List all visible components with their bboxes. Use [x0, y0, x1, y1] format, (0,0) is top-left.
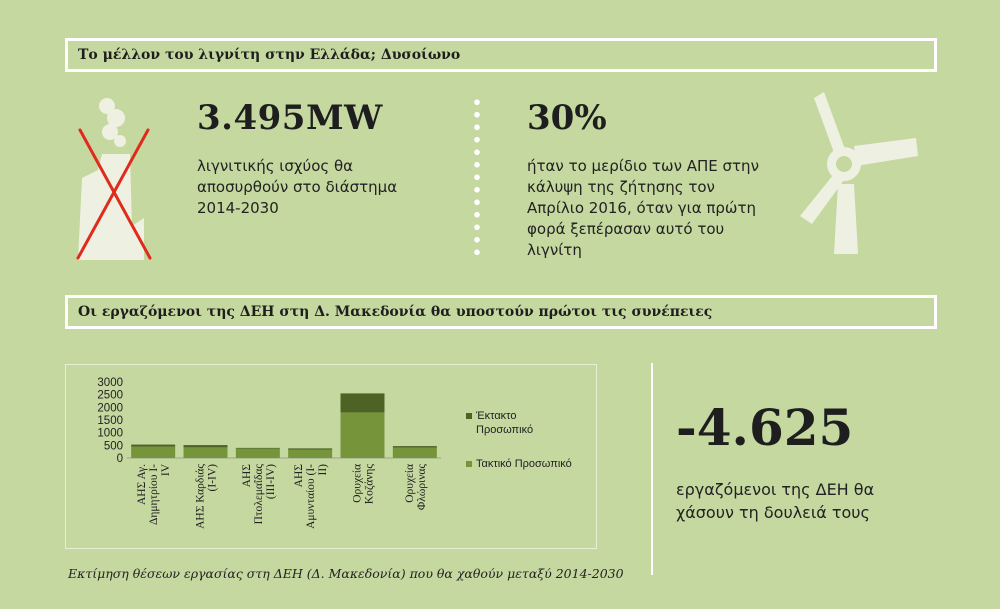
bar-permanent: [340, 412, 385, 458]
bar-temporary: [340, 393, 385, 413]
x-tick-label: ΑΗΣ Αγ.Δημητρίου Ι-IV: [136, 463, 172, 525]
bar-permanent: [392, 447, 437, 458]
bar-permanent: [183, 447, 228, 458]
vertical-divider: [651, 363, 653, 575]
bar-temporary: [288, 448, 333, 450]
red-cross-icon: [76, 128, 152, 260]
y-tick-label: 1500: [97, 415, 123, 427]
bar-temporary: [392, 446, 437, 448]
res-share-description: ήταν το μερίδιο των ΑΠΕ στην κάλυψη της …: [527, 157, 759, 259]
bar-temporary: [183, 445, 228, 448]
bar-temporary: [131, 444, 176, 447]
y-tick-label: 0: [117, 453, 123, 465]
x-tick-label: ΟρυχείαΚοζάνης: [352, 464, 376, 505]
bar-permanent: [235, 448, 280, 458]
y-tick-label: 1000: [97, 428, 123, 440]
x-tick-label: ΑΗΣΑμυνταίου (Ι-ΙΙ): [293, 464, 329, 529]
middle-banner-title: Οι εργαζόμενοι της ΔΕΗ στη Δ. Μακεδονία …: [78, 304, 713, 320]
bar-permanent: [131, 446, 176, 458]
chart-caption: Εκτίμηση θέσεων εργασίας στη ΔΕΗ (Δ. Μακ…: [68, 566, 624, 581]
legend-swatch-permanent: [466, 461, 472, 467]
res-share-value: 30%: [527, 98, 607, 138]
bar-permanent: [288, 449, 333, 458]
jobs-lost-value: -4.625: [676, 398, 854, 457]
x-tick-label: ΑΗΣΠτολεμαΐδας(III-IV): [241, 464, 277, 525]
retired-capacity-value: 3.495MW: [197, 98, 383, 138]
jobs-lost-description: εργαζόμενοι της ΔΕΗ θα χάσουν τη δουλειά…: [676, 480, 875, 522]
legend-label-temporary: Έκτακτο Προσωπικό: [475, 410, 533, 436]
y-tick-label: 3000: [97, 377, 123, 389]
top-banner: Το μέλλον του λιγνίτη στην Ελλάδα; Δυσοί…: [65, 38, 937, 72]
chart-frame: [65, 364, 597, 549]
x-tick-label: ΟρυχείαΦλώρινας: [404, 464, 428, 511]
legend-label-permanent: Τακτικό Προσωπικό: [476, 458, 572, 470]
y-tick-label: 2500: [97, 390, 123, 402]
retired-capacity-description: λιγνιτικής ισχύος θα αποσυρθούν στο διάσ…: [197, 157, 398, 217]
middle-banner: Οι εργαζόμενοι της ΔΕΗ στη Δ. Μακεδονία …: [65, 295, 937, 329]
power-plant-icon: [76, 98, 152, 260]
dotted-divider: [474, 96, 480, 261]
top-banner-title: Το μέλλον του λιγνίτη στην Ελλάδα; Δυσοί…: [78, 47, 461, 63]
bar-temporary: [235, 447, 280, 449]
wind-turbine-icon: [800, 92, 918, 254]
x-tick-label: ΑΗΣ Καρδιάς(I-IV): [195, 464, 219, 529]
y-tick-label: 2000: [97, 402, 123, 414]
legend-swatch-temporary: [466, 413, 472, 419]
y-tick-label: 500: [104, 440, 123, 452]
